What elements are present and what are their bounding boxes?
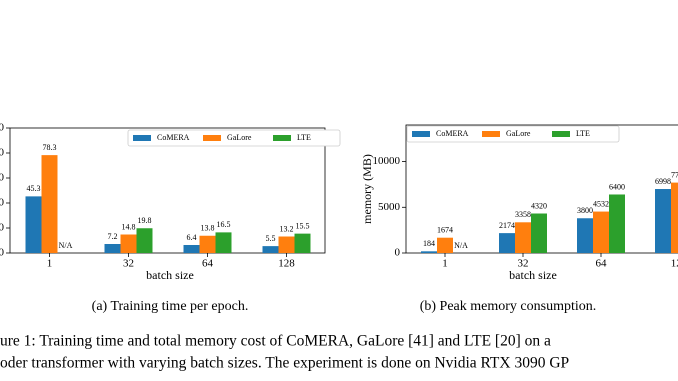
value-label: 3358	[515, 210, 531, 219]
value-label: 5.5	[266, 234, 276, 243]
x-tick-label: 128	[278, 258, 295, 270]
bar	[278, 236, 295, 253]
value-label: 16.5	[217, 220, 231, 229]
bar	[136, 228, 153, 253]
bar	[499, 233, 515, 253]
value-label: 14.8	[122, 222, 136, 231]
legend-label: CoMERA	[436, 129, 469, 138]
value-label: N/A	[454, 241, 468, 250]
y-tick-label: 10000	[373, 155, 401, 167]
y-tick-label: 60	[0, 172, 5, 184]
value-label: 45.3	[27, 184, 41, 193]
y-tick-label: 5000	[378, 201, 401, 213]
bar	[215, 232, 232, 253]
x-axis-label: batch size	[146, 268, 194, 282]
value-label: 13.8	[201, 224, 215, 233]
bar	[515, 222, 531, 253]
value-label: 6998	[655, 177, 671, 186]
legend-label: LTE	[297, 133, 311, 142]
bar	[655, 189, 671, 253]
y-axis-label: memory (MB)	[360, 154, 374, 224]
value-label: 3800	[577, 206, 593, 215]
value-label: 4532	[593, 199, 609, 208]
legend-swatch	[203, 135, 221, 141]
value-label: 19.8	[138, 216, 152, 225]
y-tick-label: 100	[0, 122, 5, 134]
value-label: 4320	[531, 201, 547, 210]
bar	[199, 235, 216, 253]
bar	[437, 237, 453, 253]
plot-frame	[405, 124, 678, 254]
figure-caption: ure 1: Training time and total memory co…	[0, 333, 551, 350]
value-label: 7700	[671, 170, 678, 179]
bar	[294, 233, 311, 253]
x-tick-label: 128	[671, 258, 678, 270]
legend-box	[127, 129, 341, 147]
legend-box	[406, 125, 620, 143]
bar	[120, 234, 137, 253]
figure-caption: oder transformer with varying batch size…	[0, 355, 569, 372]
bar	[671, 182, 678, 253]
legend-label: GaLore	[506, 129, 531, 138]
legend-swatch	[133, 135, 151, 141]
legend-swatch	[412, 131, 430, 137]
legend-label: LTE	[576, 129, 590, 138]
y-tick-label: 20	[0, 222, 5, 234]
legend-label: GaLore	[227, 133, 252, 142]
value-label: N/A	[59, 241, 73, 250]
bar	[183, 245, 200, 253]
legend-swatch	[273, 135, 291, 141]
x-tick-label: 32	[123, 258, 134, 270]
plot-frame	[9, 127, 326, 254]
bar	[25, 196, 42, 253]
x-tick-label: 1	[47, 258, 53, 270]
value-label: 2174	[499, 221, 515, 230]
caption: (b) Peak memory consumption.	[420, 299, 597, 314]
value-label: 6.4	[187, 233, 197, 242]
value-label: 78.3	[43, 143, 57, 152]
bar	[531, 213, 547, 253]
legend-swatch	[482, 131, 500, 137]
bar	[421, 251, 437, 253]
y-tick-label: 0	[0, 247, 5, 259]
legend-label: CoMERA	[157, 133, 190, 142]
value-label: 13.2	[280, 224, 294, 233]
bar	[609, 194, 625, 253]
y-tick-label: 0	[395, 247, 401, 259]
x-tick-label: 64	[596, 258, 608, 270]
bar	[262, 246, 279, 253]
value-label: 6400	[609, 182, 625, 191]
x-tick-label: 1	[442, 258, 448, 270]
value-label: 7.2	[108, 232, 118, 241]
bar	[41, 155, 58, 253]
y-tick-label: 80	[0, 147, 5, 159]
x-axis-label: batch size	[509, 268, 557, 282]
legend-swatch	[552, 131, 570, 137]
value-label: 1674	[437, 226, 453, 235]
bar	[577, 218, 593, 253]
caption: (a) Training time per epoch.	[92, 299, 249, 314]
x-tick-label: 64	[202, 258, 214, 270]
value-label: 15.5	[296, 221, 310, 230]
value-label: 184	[423, 239, 435, 248]
x-tick-label: 32	[518, 258, 529, 270]
bar	[104, 244, 121, 253]
y-tick-label: 40	[0, 197, 5, 209]
bar	[593, 211, 609, 253]
